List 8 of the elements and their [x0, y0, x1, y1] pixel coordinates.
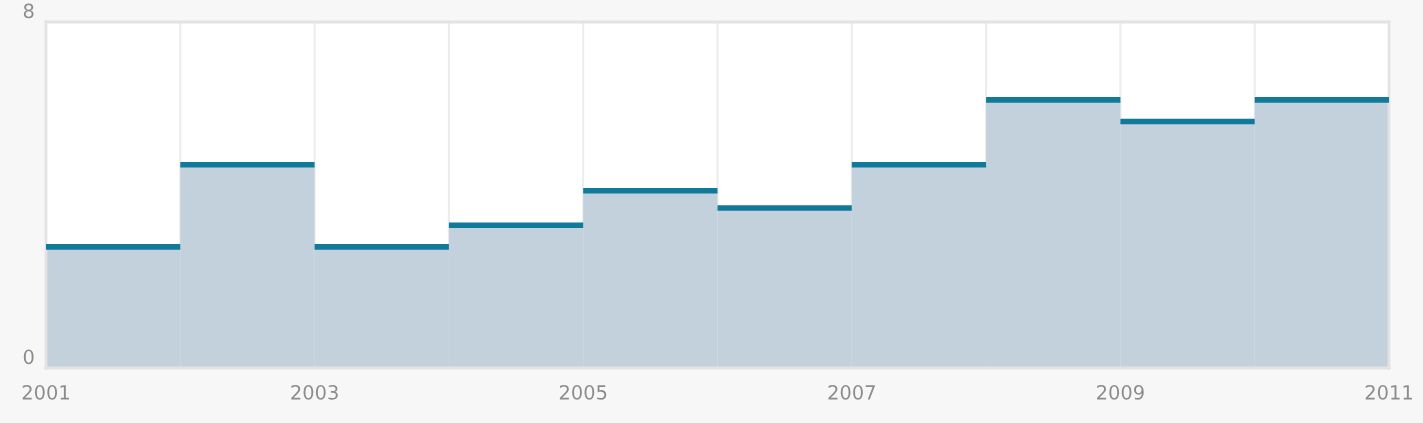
x-tick-label: 2005 — [559, 385, 607, 400]
x-tick-label: 2009 — [1097, 385, 1144, 400]
x-tick-label: 2007 — [828, 385, 875, 400]
x-tick-label: 2011 — [1365, 385, 1412, 400]
y-tick-label: 0 — [23, 349, 34, 365]
x-tick-label: 2001 — [22, 385, 69, 400]
x-tick-label: 2003 — [291, 385, 338, 400]
y-tick-label: 8 — [23, 3, 34, 19]
